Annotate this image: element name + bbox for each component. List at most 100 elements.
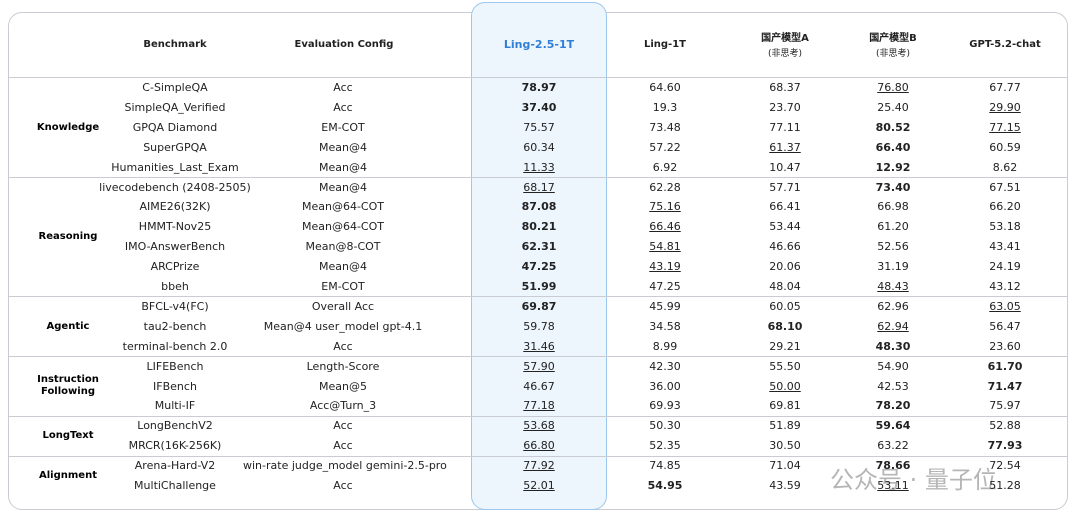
group-label: Reasoning	[38, 231, 98, 243]
score: 69.81	[769, 399, 801, 413]
score: 57.90	[523, 359, 555, 373]
score: 10.47	[769, 160, 801, 174]
score: 63.22	[877, 439, 909, 453]
score: 66.98	[877, 200, 909, 214]
model-name: 国产模型A	[761, 33, 809, 44]
score: 43.41	[989, 240, 1021, 254]
score: 36.00	[649, 379, 681, 393]
highlight-column	[471, 2, 607, 510]
score: 63.05	[989, 299, 1021, 313]
score: 34.58	[649, 319, 681, 333]
model-name: GPT-5.2-chat	[969, 39, 1041, 50]
score: 77.93	[987, 439, 1023, 453]
score: 56.47	[989, 319, 1021, 333]
score: 31.46	[523, 339, 555, 353]
score: 53.11	[877, 479, 909, 492]
score: 43.12	[989, 280, 1021, 293]
score: 52.01	[523, 479, 555, 492]
config: Length-Score	[306, 359, 380, 373]
model-note: (非思考)	[875, 49, 911, 59]
score: 57.22	[649, 140, 681, 154]
score: 53.18	[989, 220, 1021, 234]
score: 72.54	[989, 459, 1021, 473]
score: 68.37	[769, 81, 801, 94]
score: 69.93	[649, 399, 681, 413]
score: 50.00	[769, 379, 801, 393]
group-label: LongText	[42, 430, 94, 442]
score: 29.21	[769, 339, 801, 353]
score: 19.3	[652, 100, 678, 114]
score: 54.81	[649, 240, 681, 254]
config: Mean@4	[319, 140, 367, 154]
score: 6.92	[652, 160, 678, 174]
header-line	[9, 77, 1067, 78]
score: 61.70	[987, 359, 1023, 373]
score: 8.99	[652, 339, 678, 353]
config: Acc	[333, 81, 353, 94]
score: 87.08	[521, 200, 557, 214]
score: 29.90	[989, 100, 1021, 114]
score: 51.89	[769, 419, 801, 433]
score: 66.80	[523, 439, 555, 453]
benchmark: MRCR(16K-256K)	[128, 439, 222, 453]
group-separator	[9, 415, 1067, 417]
score: 77.92	[523, 459, 555, 473]
benchmark: SimpleQA_Verified	[124, 100, 226, 114]
benchmark: Multi-IF	[154, 399, 196, 413]
score: 25.40	[877, 100, 909, 114]
watermark: 公众号 · 量子位	[830, 466, 997, 494]
score: 68.10	[767, 319, 803, 333]
benchmark: HMMT-Nov25	[138, 220, 212, 234]
score: 73.40	[875, 180, 911, 194]
group-separator	[9, 177, 1067, 178]
benchmark: IMO-AnswerBench	[124, 240, 226, 254]
score: 74.85	[649, 459, 681, 473]
config: Mean@4	[319, 180, 367, 194]
score: 73.48	[649, 120, 681, 134]
score: 62.31	[521, 240, 557, 254]
benchmark: SuperGPQA	[143, 140, 207, 154]
score: 42.53	[877, 379, 909, 393]
score: 46.66	[769, 240, 801, 254]
score: 59.78	[523, 319, 555, 333]
score: 51.28	[989, 479, 1021, 492]
model-name: 国产模型B	[869, 33, 917, 44]
score: 20.06	[769, 260, 801, 274]
config: Mean@64-COT	[302, 220, 384, 234]
score: 78.66	[875, 459, 911, 473]
config: Mean@64-COT	[302, 200, 384, 214]
score: 78.97	[521, 81, 557, 94]
score: 8.62	[992, 160, 1018, 174]
score: 66.46	[649, 220, 681, 234]
benchmark: AIME26(32K)	[139, 200, 211, 214]
score: 62.96	[877, 299, 909, 313]
score: 59.64	[875, 419, 911, 433]
benchmark: IFBench	[153, 379, 197, 393]
score: 68.17	[523, 180, 555, 194]
group-label: Agentic	[46, 320, 90, 332]
benchmark: GPQA Diamond	[132, 120, 218, 134]
score: 53.68	[523, 419, 555, 433]
benchmark: livecodebench (2408-2505)	[99, 180, 251, 194]
score: 57.71	[769, 180, 801, 194]
score: 43.59	[769, 479, 801, 492]
config: Acc@Turn_3	[309, 399, 377, 413]
model-name: Ling-1T	[643, 39, 686, 50]
config: Acc	[333, 339, 353, 353]
benchmark: C-SimpleQA	[142, 81, 208, 94]
score: 24.19	[989, 260, 1021, 274]
benchmark: Arena-Hard-V2	[134, 459, 216, 473]
benchmark: MultiChallenge	[134, 479, 216, 492]
score: 67.77	[989, 81, 1021, 94]
score: 55.50	[769, 359, 801, 373]
score: 30.50	[769, 439, 801, 453]
score: 45.99	[649, 299, 681, 313]
group-label: Knowledge	[36, 121, 100, 133]
score: 51.99	[521, 280, 557, 293]
config: win-rate judge_model gemini-2.5-pro	[243, 459, 447, 473]
benchmark: LongBenchV2	[137, 419, 213, 433]
score: 48.30	[875, 339, 911, 353]
score: 12.92	[875, 160, 911, 174]
score: 47.25	[521, 260, 557, 274]
